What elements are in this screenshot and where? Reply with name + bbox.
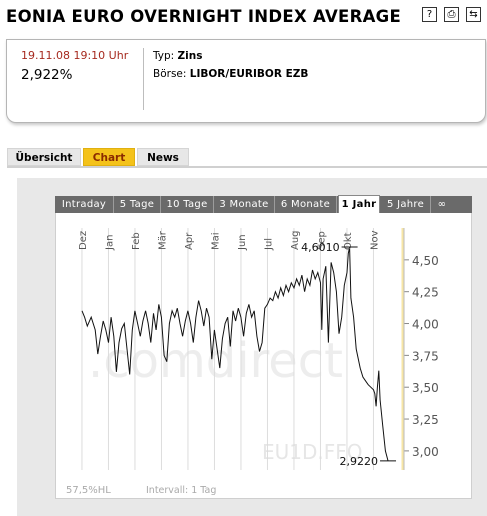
x-tick-label: Jul — [263, 238, 274, 251]
exchange-row: Börse: LIBOR/EURIBOR EZB — [153, 68, 308, 80]
x-tick-label: Mär — [157, 230, 168, 250]
y-tick-label: 4,00 — [412, 318, 439, 332]
x-tick-label: Apr — [184, 232, 195, 250]
exchange-value: LIBOR/EURIBOR EZB — [189, 68, 309, 80]
annotation-label: 2,9220 — [340, 455, 379, 468]
y-tick-label: 3,25 — [412, 413, 439, 427]
high-low-percent: 57,5%HL — [66, 485, 111, 496]
print-icon[interactable]: ⎙ — [444, 7, 459, 22]
tab-chart[interactable]: Chart — [83, 148, 135, 166]
period-tab-intraday[interactable]: Intraday — [55, 196, 114, 213]
period-tab-5-tage[interactable]: 5 Tage — [114, 196, 161, 213]
tab-underline — [7, 166, 487, 168]
x-tick-label: Jun — [237, 234, 248, 251]
exchange-label: Börse: — [153, 68, 187, 80]
tab-news[interactable]: News — [137, 148, 189, 166]
x-tick-label: Feb — [131, 232, 142, 250]
divider — [143, 48, 144, 110]
page-title: EONIA EURO OVERNIGHT INDEX AVERAGE — [6, 7, 402, 26]
x-tick-label: Jan — [104, 235, 115, 251]
x-tick-label: Mai — [210, 232, 221, 250]
type-row: Typ: Zins — [153, 50, 202, 62]
quote-price: 2,922% — [21, 67, 73, 83]
back-icon[interactable]: ⇆ — [466, 7, 481, 22]
annotation-label: 4,6010 — [301, 241, 340, 254]
symbol-watermark: EU1D.FFO — [262, 440, 363, 464]
x-tick-label: Dez — [78, 231, 89, 250]
period-tab-10-tage[interactable]: 10 Tage — [161, 196, 214, 213]
period-tabs: Intraday 5 Tage 10 Tage 3 Monate 6 Monat… — [55, 195, 472, 213]
period-tab-1-jahr[interactable]: 1 Jahr — [338, 195, 380, 213]
tab-overview[interactable]: Übersicht — [7, 148, 81, 166]
y-tick-label: 3,00 — [412, 445, 439, 459]
x-tick-label: Nov — [369, 230, 380, 250]
period-tab-3-monate[interactable]: 3 Monate — [214, 196, 275, 213]
x-tick-label: Sep — [316, 231, 327, 250]
type-label: Typ: — [153, 50, 175, 62]
type-value: Zins — [177, 50, 203, 62]
x-tick-label: Aug — [290, 230, 301, 250]
y-tick-label: 3,50 — [412, 381, 439, 395]
y-tick-label: 3,75 — [412, 349, 439, 363]
quote-datetime: 19.11.08 19:10 Uhr — [21, 49, 129, 62]
period-tab-6-monate[interactable]: 6 Monate — [275, 196, 337, 213]
period-tab-max[interactable]: ∞ — [437, 199, 447, 210]
y-tick-label: 4,25 — [412, 286, 439, 300]
series-line — [81, 246, 389, 461]
help-icon[interactable]: ? — [422, 7, 437, 22]
x-tick-label: Okt — [343, 232, 354, 250]
quote-info-box: 19.11.08 19:10 Uhr 2,922% Typ: Zins Börs… — [6, 39, 486, 123]
y-tick-label: 4,50 — [412, 254, 439, 268]
interval-label: Intervall: 1 Tag — [146, 485, 216, 496]
period-tab-5-jahre[interactable]: 5 Jahre — [381, 196, 431, 213]
